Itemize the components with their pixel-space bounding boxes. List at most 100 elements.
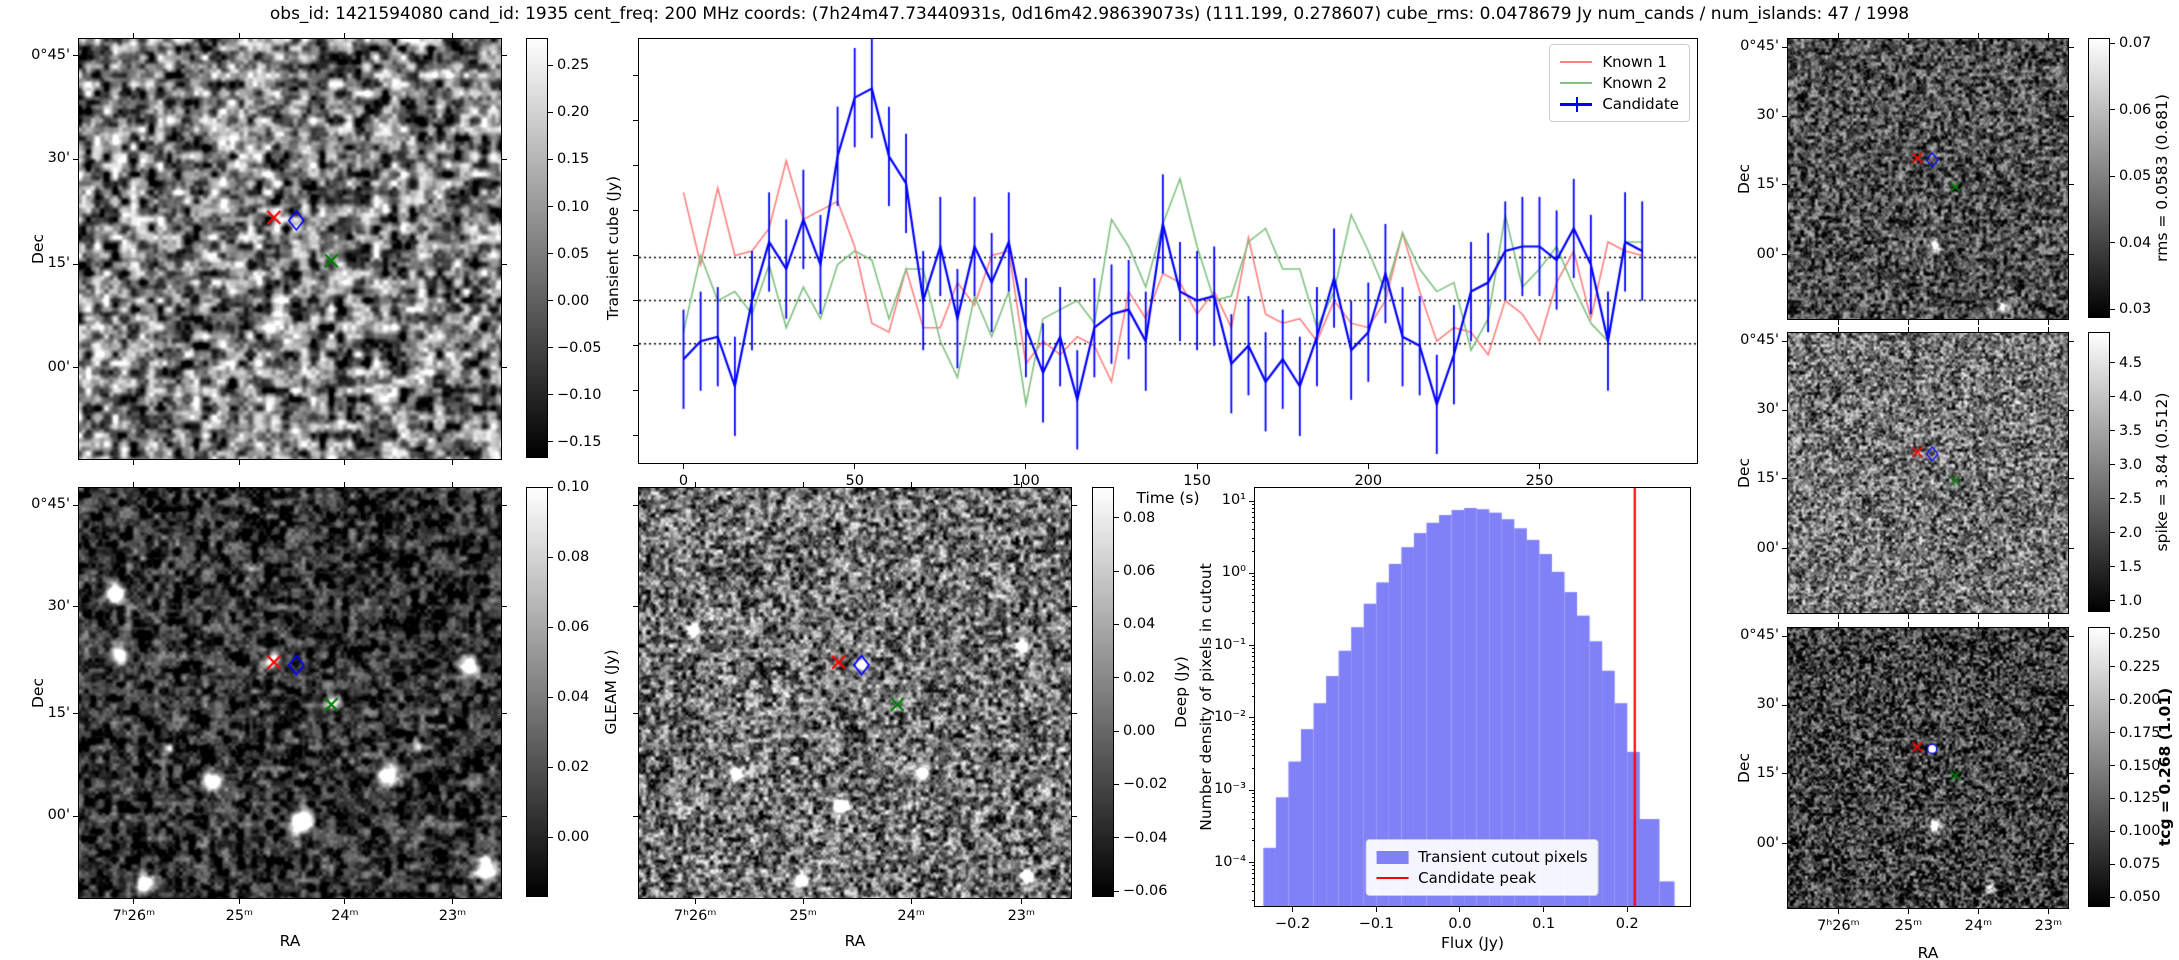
- colorbar-tick-label: 0.10: [557, 198, 590, 215]
- axis-tick: [1782, 773, 1788, 775]
- colorbar-tick-label: 0.200: [2119, 691, 2161, 708]
- axis-tick: [1459, 906, 1461, 912]
- axis-tick: [1249, 789, 1255, 791]
- colorbar-tick-label: 2.5: [2119, 490, 2143, 507]
- axis-tick: [2047, 33, 2049, 39]
- dec-axis-label: Dec: [1735, 458, 1753, 488]
- transient-cutout-image: [79, 39, 501, 459]
- tick-label: −0.2: [1275, 916, 1311, 932]
- legend-label: Transient cutout pixels: [1418, 848, 1588, 866]
- legend-item: Known 1: [1560, 53, 1679, 71]
- axis-tick: [2047, 327, 2049, 333]
- colorbar-tick-label: 0.050: [2119, 889, 2161, 906]
- legend-label: Known 1: [1602, 53, 1667, 71]
- axis-tick: [1249, 572, 1255, 574]
- colorbar-tick: [548, 626, 553, 628]
- axis-tick: [633, 713, 639, 714]
- colorbar-tick: [2110, 532, 2115, 534]
- axis-tick: [1252, 840, 1255, 842]
- colorbar-tick: [2110, 666, 2115, 668]
- axis-tick: [2068, 843, 2074, 845]
- legend-swatch: [1560, 61, 1593, 63]
- panel-spike-cutout: Dec 0°45' 30' 15' 00': [1735, 327, 2074, 619]
- axis-tick: [1538, 463, 1540, 469]
- colorbar-transient-cube: Transient cube (Jy) 0.25 0.20 0.15 0.10 0.05…: [526, 38, 622, 458]
- colorbar-tick-label: 0.04: [1123, 616, 1156, 633]
- axis-tick: [633, 119, 639, 121]
- colorbar-gradient: [526, 487, 548, 897]
- colorbar-tick-label: −0.15: [557, 433, 602, 450]
- axis-tick: [1252, 511, 1255, 513]
- tick-label: 30': [47, 150, 70, 167]
- colorbar-tick: [1114, 783, 1119, 785]
- axis-tick: [344, 459, 346, 465]
- axis-tick: [133, 898, 135, 904]
- axis-tick: [2068, 635, 2074, 637]
- tick-label: 24ᵐ: [897, 908, 925, 924]
- axis-tick: [1252, 652, 1255, 654]
- axis-tick: [1020, 482, 1022, 488]
- axis-tick: [1626, 906, 1628, 912]
- axis-tick: [1907, 908, 1909, 914]
- colorbar-tick: [1114, 570, 1119, 572]
- tick-label: 7ʰ26ᵐ: [1817, 918, 1860, 934]
- axis-tick: [501, 263, 507, 265]
- legend-label: Known 2: [1602, 74, 1667, 92]
- axis-tick: [854, 463, 856, 469]
- colorbar-tick: [2110, 42, 2115, 44]
- axis-tick: [1252, 827, 1255, 829]
- axis-tick: [1252, 811, 1255, 813]
- tick-label: 0.2: [1615, 916, 1639, 932]
- colorbar-tick: [1114, 890, 1119, 892]
- colorbar-tick-label: 0.05: [557, 245, 590, 262]
- panel-rms-cutout: Dec 0°45' 30' 15' 00': [1735, 33, 2074, 325]
- axis-tick: [501, 606, 507, 608]
- colorbar-tick: [548, 111, 553, 113]
- axis-tick: [1249, 862, 1255, 864]
- colorbar-tick: [548, 158, 553, 160]
- colorbar-tick: [2110, 566, 2115, 568]
- axis-tick: [2047, 319, 2049, 325]
- axis-tick: [501, 367, 507, 369]
- axis-tick: [633, 209, 639, 211]
- tick-label: 250: [1525, 473, 1554, 489]
- tick-label: 7ʰ26ᵐ: [673, 908, 717, 924]
- axis-tick: [501, 55, 507, 57]
- axis-tick: [1071, 504, 1077, 506]
- tick-label: 50: [845, 473, 864, 489]
- tick-label: 0: [678, 473, 689, 489]
- axis-tick: [1252, 796, 1255, 798]
- axis-tick: [73, 504, 79, 506]
- axis-tick: [1025, 463, 1027, 469]
- legend-item: Known 2: [1560, 74, 1679, 92]
- axis-tick: [633, 390, 639, 392]
- axis-tick: [1252, 579, 1255, 581]
- axis-tick: [501, 504, 507, 506]
- colorbar-tick-label: 0.10: [557, 479, 590, 495]
- axis-tick: [1907, 33, 1909, 39]
- legend-swatch: [1560, 82, 1593, 84]
- panel-transient-cutout: Dec 0°45' 30' 15' 00': [29, 33, 507, 465]
- axis-tick: [1071, 713, 1077, 714]
- tick-label: 23ᵐ: [1007, 908, 1036, 924]
- axis-tick: [1196, 463, 1198, 469]
- axis-tick: [633, 345, 639, 347]
- colorbar-tick-label: 0.06: [2119, 101, 2152, 118]
- axis-tick: [1837, 908, 1839, 914]
- axis-tick: [1252, 673, 1255, 675]
- legend-swatch: [1560, 96, 1593, 112]
- axis-tick: [1907, 613, 1909, 619]
- axis-tick: [1252, 656, 1255, 658]
- axis-tick: [1252, 793, 1255, 795]
- colorbar-gradient: [1092, 487, 1114, 897]
- tick-label: 150: [1183, 473, 1211, 489]
- axis-tick: [1252, 507, 1255, 509]
- axis-tick: [344, 898, 346, 904]
- tick-label: 0.1: [1532, 916, 1556, 932]
- axis-tick: [1907, 622, 1909, 628]
- ra-axis-label: RA: [1917, 944, 1939, 960]
- density-axis-label: Number density of pixels in cutout: [1197, 563, 1215, 831]
- colorbar-tick-label: 0.00: [557, 292, 590, 309]
- dec-axis-label: Dec: [29, 234, 47, 264]
- axis-tick: [2068, 773, 2074, 775]
